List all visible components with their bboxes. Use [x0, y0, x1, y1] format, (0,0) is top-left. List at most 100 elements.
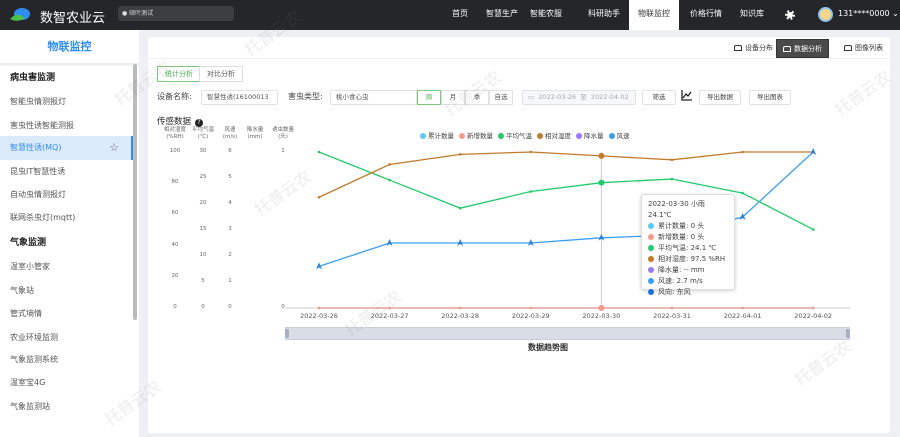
sidebar-item[interactable]: 联网杀虫灯(mqtt): [10, 213, 76, 222]
chart-tooltip: 2022-03-30 小雨 24.1℃ 累计数量: 0 头新增数量: 0 头平均…: [641, 194, 735, 296]
sidebar-item[interactable]: 管式墒情: [10, 309, 42, 318]
x-tick-label: 2022-03-30: [583, 312, 621, 320]
tooltip-dot: [648, 223, 654, 229]
slider-handle-left[interactable]: [285, 329, 289, 338]
axis-unit: (mm): [247, 134, 263, 140]
tab-image-list[interactable]: 图像列表: [838, 39, 889, 58]
date-range-picker[interactable]: ▭ 2022-03-26 至 2022-04-02: [522, 90, 636, 105]
tab-data-analysis[interactable]: 数据分析: [776, 39, 829, 58]
period-custom[interactable]: 自选: [489, 90, 513, 105]
wind-direction-marker: [527, 239, 534, 246]
nav-research[interactable]: 科研助手: [588, 9, 620, 18]
sidebar-item[interactable]: 气象监测系统: [10, 355, 58, 364]
axis-tick-label: 1: [228, 278, 232, 284]
nav-smart-production[interactable]: 智慧生产: [486, 9, 518, 18]
slider-handle-right[interactable]: [846, 329, 850, 338]
x-tick-label: 2022-03-29: [512, 312, 550, 320]
axis-tick-label: 30: [199, 148, 207, 154]
wind-direction-marker: [598, 233, 605, 241]
settings-gear-icon[interactable]: [785, 10, 795, 20]
pest-input[interactable]: 桃小食心虫: [330, 90, 417, 105]
star-icon[interactable]: ☆: [109, 141, 119, 154]
axis-unit: (头): [278, 134, 288, 140]
tooltip-dot: [648, 267, 654, 273]
axis-tick-label: 25: [199, 174, 207, 180]
sidebar-item[interactable]: 气象监测站: [10, 402, 50, 411]
filter-button[interactable]: 筛选: [642, 90, 676, 105]
sidebar-item[interactable]: 温室小管家: [10, 262, 50, 271]
divider: [148, 58, 890, 59]
tab-compare[interactable]: 对比分析: [199, 66, 243, 82]
legend-dot: [608, 133, 615, 139]
sidebar-item[interactable]: 害虫性诱智能测报: [10, 121, 74, 130]
user-menu[interactable]: 131****0000 ⌄: [838, 9, 899, 18]
export-chart-button[interactable]: 导出图表: [749, 90, 791, 105]
data-point: [529, 190, 533, 193]
axis-tick-label: 6: [228, 148, 232, 154]
top-bar: 数智农业云 ● 硕叶测试 首页 智慧生产 智能农服 科研助手 物联监控 价格行情…: [0, 0, 900, 30]
date-from: 2022-03-26: [538, 93, 577, 101]
tooltip-row: 相对湿度: 97.5 %RH: [648, 254, 728, 265]
period-month[interactable]: 月: [441, 90, 465, 105]
series-line-5: [318, 151, 814, 268]
axis-name: 平均气温: [191, 127, 214, 133]
sidebar-item[interactable]: 气象站: [10, 286, 34, 295]
axis-unit: (℃): [197, 134, 209, 140]
avatar[interactable]: [818, 7, 833, 22]
sidebar-item[interactable]: 自动虫情测报灯: [10, 190, 66, 199]
legend-item[interactable]: 累计数量: [415, 132, 454, 140]
line-chart-icon[interactable]: [681, 90, 692, 101]
x-tick-label: 2022-03-31: [653, 312, 691, 320]
axis-tick-label: 3: [228, 226, 232, 232]
wind-direction-marker: [739, 213, 746, 220]
nav-home[interactable]: 首页: [452, 9, 468, 18]
device-label: 设备名称:: [157, 92, 192, 101]
tab-device-distribution[interactable]: 设备分布: [728, 39, 779, 58]
series-line-3: [318, 151, 814, 198]
location-selector[interactable]: ● 硕叶测试: [118, 6, 234, 21]
tooltip-dot: [648, 256, 654, 262]
period-quarter[interactable]: 季: [465, 90, 489, 105]
data-point: [741, 306, 744, 310]
sidebar-item[interactable]: 智能虫情测报灯: [10, 97, 66, 106]
x-tick-label: 2022-03-27: [371, 312, 409, 320]
device-select[interactable]: 智慧性诱(16100013: [201, 90, 278, 105]
sidebar-scrollbar[interactable]: [133, 64, 137, 320]
chart-title: 数据趋势图: [528, 343, 568, 352]
export-data-button[interactable]: 导出数据: [699, 90, 741, 105]
data-point: [458, 153, 462, 156]
location-text: 硕叶测试: [129, 10, 154, 17]
legend-dot: [459, 133, 465, 139]
sidebar-item[interactable]: 农业环境监测: [10, 333, 58, 342]
sidebar-title: 物联监控: [47, 40, 92, 53]
legend-item[interactable]: 相对湿度: [532, 132, 571, 140]
data-zoom-slider[interactable]: [285, 327, 850, 340]
axis-tick-label: 20: [171, 272, 179, 279]
tooltip-dot: [648, 234, 654, 240]
legend-item[interactable]: 新增数量: [454, 132, 493, 140]
nav-price[interactable]: 价格行情: [690, 9, 722, 18]
nav-iot-monitor[interactable]: 物联监控: [629, 0, 679, 30]
axis-name: 诱虫数量: [271, 127, 294, 133]
nav-smart-service[interactable]: 智能农服: [530, 9, 562, 18]
axis-header: 诱虫数量 (头): [268, 127, 298, 141]
tooltip-label: 平均气温: 24.1 ℃: [658, 244, 717, 252]
sidebar-item[interactable]: 温室宝4G: [10, 378, 46, 387]
sidebar-item[interactable]: 昆虫IT智慧性诱: [10, 167, 66, 176]
chart-legend[interactable]: 累计数量 新增数量 平均气温 相对湿度 降水量 风速: [415, 130, 630, 140]
legend-item[interactable]: 降水量: [571, 132, 604, 140]
axis-tick-label: 0: [281, 304, 285, 310]
axis-tick-label: 4: [228, 200, 232, 206]
section-title-text: 传感数据: [157, 117, 192, 127]
sidebar-item-active[interactable]: 智慧性诱(MQ) ☆: [0, 136, 133, 160]
legend-item[interactable]: 平均气温: [493, 132, 532, 140]
data-point: [811, 228, 815, 231]
nav-knowledge[interactable]: 知识库: [740, 9, 764, 18]
tab-statistics[interactable]: 统计分析: [157, 66, 201, 82]
help-icon[interactable]: ?: [195, 119, 204, 127]
legend-dot: [576, 133, 582, 139]
axis-unit: (m/s): [222, 134, 238, 140]
period-week[interactable]: 周: [417, 90, 441, 105]
legend-item[interactable]: 风速: [604, 132, 630, 140]
brand-name: 数智农业云: [40, 11, 106, 26]
